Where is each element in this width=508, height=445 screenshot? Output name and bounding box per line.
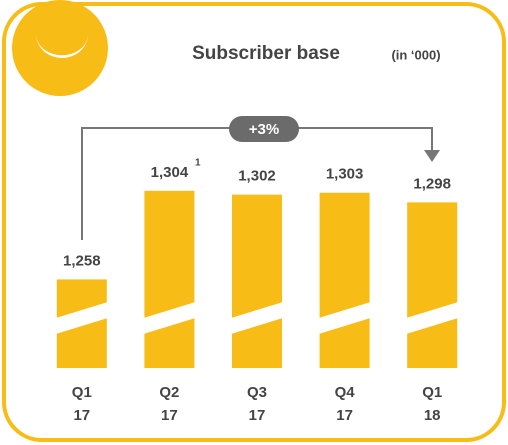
value-label: 1,298: [413, 175, 451, 192]
axis-break: [231, 302, 283, 334]
bar: [144, 190, 195, 368]
value-label: 1,304: [151, 164, 189, 181]
annotation: +3%: [249, 121, 279, 138]
bar: [407, 202, 458, 368]
arrow-head: [424, 150, 440, 162]
axis-break: [143, 302, 196, 334]
logo: [12, 0, 108, 96]
chart-title: Subscriber base: [192, 43, 340, 64]
bar: [319, 192, 370, 368]
x-tick-label: 18: [424, 407, 441, 424]
value-label: 1,303: [326, 166, 364, 183]
footnote-marker: 1: [195, 158, 201, 169]
x-tick-label: 17: [336, 407, 353, 424]
chart-subtitle: (in ‘000): [391, 47, 440, 62]
value-label: 1,302: [238, 168, 276, 185]
x-tick-label: 17: [161, 407, 178, 424]
x-tick-label: Q1: [72, 384, 92, 401]
value-label: 1,258: [63, 252, 101, 269]
x-tick-label: 17: [249, 407, 266, 424]
x-tick-label: Q3: [247, 384, 267, 401]
x-tick-label: Q4: [335, 384, 356, 401]
axis-break: [55, 302, 108, 334]
axis-break: [406, 302, 459, 334]
annotation-pill: [229, 116, 299, 142]
bar: [232, 194, 282, 368]
x-tick-label: Q1: [422, 384, 442, 401]
x-tick-label: 17: [73, 407, 90, 424]
axis-break: [318, 302, 371, 334]
x-tick-label: Q2: [159, 384, 179, 401]
